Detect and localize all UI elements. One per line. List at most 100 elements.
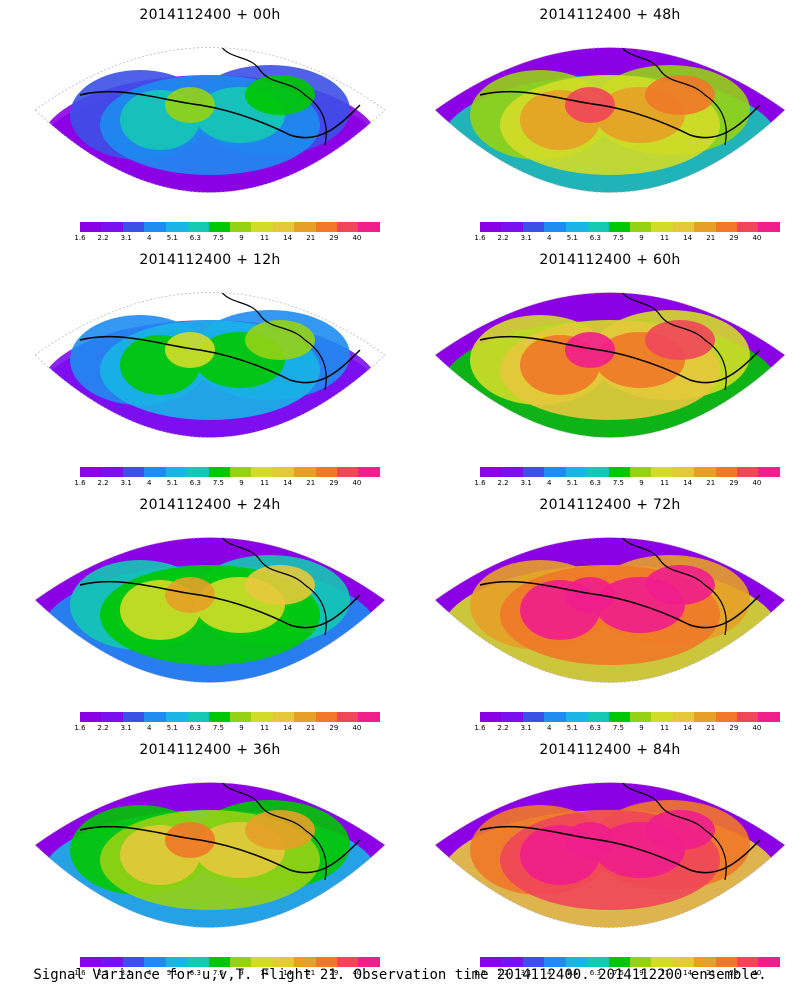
colorbar-swatch (80, 712, 102, 722)
colorbar-tick-label: 29 (729, 724, 739, 732)
colorbar-tick-label: 21 (306, 724, 316, 732)
colorbar-swatch (629, 712, 652, 722)
colorbar-tick-label: 5.1 (566, 969, 578, 977)
colorbar-swatch (208, 222, 230, 232)
colorbar-tick-label: 11 (260, 479, 270, 487)
colorbar-tick-label: 5.1 (166, 234, 178, 242)
colorbar-swatch (187, 957, 209, 967)
colorbar-swatch (122, 222, 145, 232)
colorbar-tick-label: 29 (729, 479, 739, 487)
colorbar-tick-label: 2.2 (497, 479, 509, 487)
colorbar-swatch (522, 712, 545, 722)
colorbar-tick-label: 1.6 (474, 234, 486, 242)
colorbar-tick-label: 3.1 (120, 724, 132, 732)
colorbar-swatch (480, 222, 502, 232)
colorbar-swatch (587, 222, 609, 232)
colorbar-tick-label: 9 (639, 969, 644, 977)
colorbar-tick-label: 21 (706, 234, 716, 242)
colorbar-tick-label: 11 (260, 969, 270, 977)
colorbar-tick-label: 6.3 (589, 724, 601, 732)
colorbar-tick-label: 14 (683, 234, 693, 242)
colorbar-swatch (294, 467, 316, 477)
colorbar-tick-label: 4 (146, 724, 152, 732)
colorbar-swatch (337, 712, 359, 722)
colorbar-tick-label: 7.5 (612, 479, 625, 487)
colorbar-tick-label: 6.3 (589, 479, 601, 487)
colorbar-tick-label: 14 (283, 969, 293, 977)
colorbar-swatch (101, 712, 123, 722)
colorbar-tick-label: 5.1 (566, 724, 578, 732)
colorbar-tick-label: 29 (729, 969, 739, 977)
map-panel-36h: 2014112400 + 36h 1.6 2.2 3.1 4 5.1 6.3 7.5 9 11 1… (20, 735, 400, 980)
panel-title: 2014112400 + 60h (539, 252, 681, 268)
panel-title: 2014112400 + 12h (139, 252, 281, 268)
colorbar-swatch (122, 467, 145, 477)
colorbar-swatch (544, 222, 566, 232)
colorbar-tick-label: 21 (306, 969, 316, 977)
colorbar-tick-label: 7.5 (212, 724, 225, 732)
colorbar-swatch (251, 222, 273, 232)
colorbar-swatch (294, 222, 316, 232)
colorbar-tick-label: 3.1 (520, 479, 532, 487)
colorbar-swatch (501, 957, 523, 967)
figure-caption: Signal Variance for u,v,T. Flight 21. Ob… (33, 967, 767, 983)
colorbar-tick-label: 4 (546, 969, 552, 977)
colorbar-tick-label: 40 (752, 724, 762, 732)
colorbar-swatch (358, 957, 380, 967)
colorbar-swatch (651, 467, 673, 477)
colorbar-swatch (737, 712, 759, 722)
colorbar-swatch (229, 222, 252, 232)
colorbar-tick-label: 29 (329, 969, 339, 977)
colorbar-swatch (737, 957, 759, 967)
colorbar-tick-label: 11 (660, 724, 670, 732)
panel-title: 2014112400 + 48h (539, 7, 681, 23)
colorbar-tick-label: 7.5 (212, 234, 225, 242)
colorbar-swatch (337, 222, 359, 232)
colorbar-swatch (272, 222, 295, 232)
colorbar-swatch (587, 712, 609, 722)
colorbar-tick-label: 5.1 (166, 479, 178, 487)
colorbar-tick-label: 1.6 (74, 969, 86, 977)
colorbar-ticks: 1.6 2.2 3.1 4 5.1 6.3 7.5 9 11 14 21 29 40 (474, 724, 780, 734)
colorbar-tick-label: 14 (283, 234, 293, 242)
colorbar-tick-label: 3.1 (520, 234, 532, 242)
variance-map (34, 292, 386, 438)
colorbar-tick-label: 6.3 (189, 724, 201, 732)
colorbar-swatch (122, 957, 145, 967)
variance-map (34, 782, 386, 928)
colorbar-swatch (758, 957, 780, 967)
colorbar-swatch (565, 467, 588, 477)
colorbar-swatch (544, 712, 566, 722)
colorbar-swatch (565, 712, 588, 722)
colorbar-tick-label: 6.3 (189, 479, 201, 487)
colorbar-swatch (272, 467, 295, 477)
colorbar (480, 222, 780, 232)
colorbar-ticks: 1.6 2.2 3.1 4 5.1 6.3 7.5 9 11 14 21 29 40 (474, 234, 780, 244)
colorbar-tick-label: 9 (239, 969, 244, 977)
colorbar-swatch (80, 957, 102, 967)
colorbar-tick-label: 40 (752, 969, 762, 977)
colorbar-tick-label: 14 (683, 969, 693, 977)
colorbar-swatch (694, 222, 716, 232)
colorbar-swatch (737, 467, 759, 477)
panel-title: 2014112400 + 84h (539, 742, 681, 758)
colorbar-swatch (565, 222, 588, 232)
colorbar-tick-label: 40 (352, 969, 362, 977)
colorbar-swatch (737, 222, 759, 232)
colorbar-swatch (187, 467, 209, 477)
colorbar-tick-label: 7.5 (212, 969, 225, 977)
colorbar-tick-label: 1.6 (474, 479, 486, 487)
colorbar-tick-label: 3.1 (120, 234, 132, 242)
colorbar-swatch (272, 712, 295, 722)
colorbar-tick-label: 4 (146, 969, 152, 977)
panel-title: 2014112400 + 72h (539, 497, 681, 513)
colorbar-swatch (694, 467, 716, 477)
colorbar-tick-label: 11 (660, 234, 670, 242)
colorbar-tick-label: 11 (660, 479, 670, 487)
colorbar-tick-label: 1.6 (74, 234, 86, 242)
colorbar-tick-label: 21 (706, 724, 716, 732)
colorbar-tick-label: 2.2 (497, 234, 509, 242)
colorbar-swatch (337, 467, 359, 477)
colorbar-tick-label: 6.3 (589, 969, 601, 977)
colorbar (80, 467, 380, 477)
